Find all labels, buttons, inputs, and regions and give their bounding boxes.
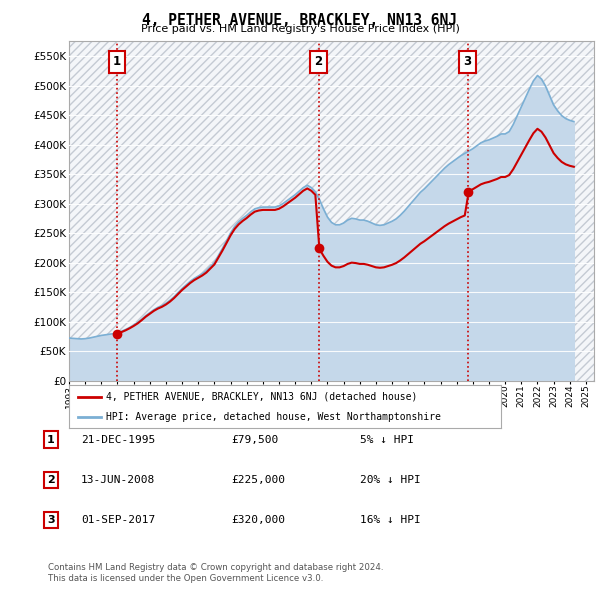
Text: £320,000: £320,000 bbox=[231, 515, 285, 525]
Text: 13-JUN-2008: 13-JUN-2008 bbox=[81, 475, 155, 484]
Text: 5% ↓ HPI: 5% ↓ HPI bbox=[360, 435, 414, 444]
Text: £79,500: £79,500 bbox=[231, 435, 278, 444]
Text: 16% ↓ HPI: 16% ↓ HPI bbox=[360, 515, 421, 525]
Text: 4, PETHER AVENUE, BRACKLEY, NN13 6NJ (detached house): 4, PETHER AVENUE, BRACKLEY, NN13 6NJ (de… bbox=[106, 392, 417, 402]
Text: HPI: Average price, detached house, West Northamptonshire: HPI: Average price, detached house, West… bbox=[106, 412, 440, 422]
Text: Price paid vs. HM Land Registry's House Price Index (HPI): Price paid vs. HM Land Registry's House … bbox=[140, 24, 460, 34]
Text: 4, PETHER AVENUE, BRACKLEY, NN13 6NJ: 4, PETHER AVENUE, BRACKLEY, NN13 6NJ bbox=[143, 13, 458, 28]
Text: 20% ↓ HPI: 20% ↓ HPI bbox=[360, 475, 421, 484]
Text: 1: 1 bbox=[47, 435, 55, 444]
Text: 2: 2 bbox=[47, 475, 55, 484]
Text: 2: 2 bbox=[314, 55, 323, 68]
Text: £225,000: £225,000 bbox=[231, 475, 285, 484]
Text: 21-DEC-1995: 21-DEC-1995 bbox=[81, 435, 155, 444]
Text: 1: 1 bbox=[113, 55, 121, 68]
Text: 3: 3 bbox=[47, 515, 55, 525]
Text: 3: 3 bbox=[463, 55, 472, 68]
Text: 01-SEP-2017: 01-SEP-2017 bbox=[81, 515, 155, 525]
Text: Contains HM Land Registry data © Crown copyright and database right 2024.
This d: Contains HM Land Registry data © Crown c… bbox=[48, 563, 383, 583]
